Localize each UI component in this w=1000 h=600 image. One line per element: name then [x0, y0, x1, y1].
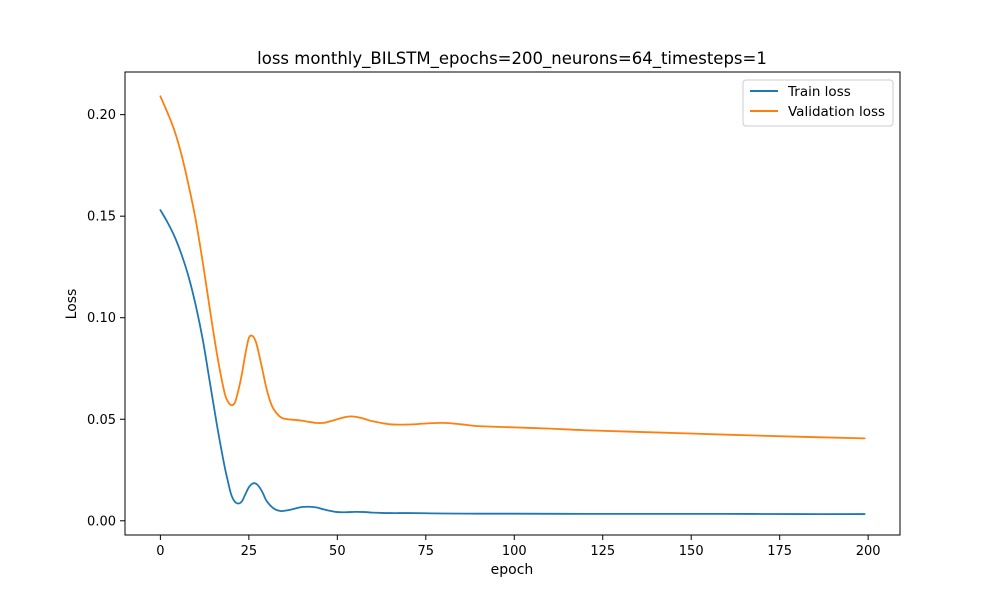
y-tick-label: 0.05 [87, 413, 116, 428]
y-axis-ticks: 0.00 0.05 0.10 0.15 0.20 [87, 108, 125, 529]
x-tick-label: 75 [418, 544, 435, 559]
y-axis-title: Loss [64, 289, 80, 320]
legend-label-train-loss: Train loss [787, 84, 851, 100]
series-line-train-loss [159, 209, 866, 515]
y-tick-label: 0.00 [87, 514, 116, 529]
plot-frame [124, 71, 901, 536]
x-tick-label: 25 [241, 544, 258, 559]
x-tick-label: 175 [767, 544, 792, 559]
x-axis-title: epoch [491, 562, 534, 578]
y-tick-label: 0.20 [87, 108, 116, 123]
plot-area [159, 95, 866, 515]
x-tick-label: 0 [156, 544, 164, 559]
chart-title: loss monthly_BILSTM_epochs=200_neurons=6… [257, 49, 767, 69]
x-tick-label: 150 [679, 544, 704, 559]
x-tick-label: 50 [329, 544, 346, 559]
x-tick-label: 200 [856, 544, 881, 559]
x-tick-label: 100 [502, 544, 527, 559]
x-tick-label: 125 [590, 544, 615, 559]
legend-box [742, 79, 894, 127]
legend-label-validation-loss: Validation loss [788, 104, 885, 120]
x-axis-ticks: 0 25 50 75 100 125 150 175 200 [156, 535, 881, 559]
series-line-validation-loss [159, 95, 866, 440]
legend: Train loss Validation loss [742, 79, 894, 127]
y-tick-label: 0.10 [87, 311, 116, 326]
y-tick-label: 0.15 [87, 210, 116, 225]
